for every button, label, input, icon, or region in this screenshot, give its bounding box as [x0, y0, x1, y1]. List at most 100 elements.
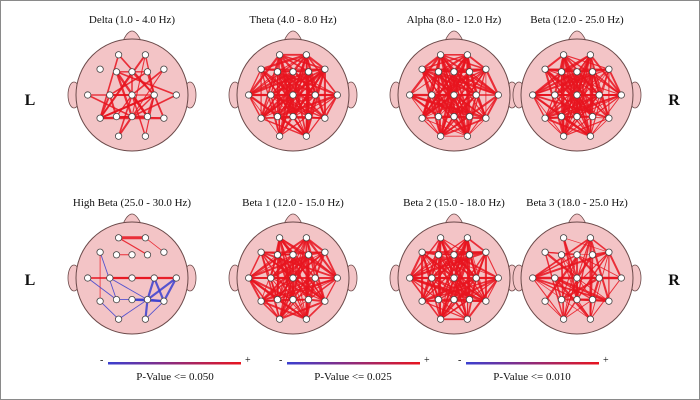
positive-connection — [453, 94, 471, 118]
positive-connection — [563, 299, 593, 320]
positive-connection — [532, 277, 565, 320]
positive-connection — [421, 94, 433, 120]
positive-connection — [576, 68, 610, 96]
positive-connection — [324, 277, 338, 302]
electrode — [529, 91, 537, 99]
electrode — [333, 91, 341, 99]
electrode — [245, 274, 253, 282]
positive-connection — [292, 94, 309, 118]
electrode — [450, 295, 458, 304]
electrode — [436, 132, 445, 140]
positive-connection — [466, 53, 487, 71]
positive-connection — [554, 94, 592, 137]
electrode — [463, 51, 471, 59]
electrode — [573, 295, 581, 304]
head-map-1: Delta (1.0 - 4.0 Hz) — [67, 14, 197, 152]
positive-connection — [437, 298, 469, 320]
positive-connection — [144, 237, 165, 253]
positive-connection — [408, 93, 487, 120]
positive-connection — [421, 68, 477, 96]
electrode — [257, 248, 265, 256]
positive-connection — [146, 70, 156, 97]
positive-connection — [421, 117, 442, 137]
left-label-row2: L — [24, 272, 36, 289]
positive-connection — [563, 94, 578, 137]
positive-connection — [276, 253, 295, 280]
electrode — [605, 297, 613, 305]
legend-2-minus: - — [279, 355, 283, 366]
positive-connection — [532, 68, 610, 96]
electrode — [573, 251, 581, 259]
electrode — [465, 251, 474, 259]
electrode — [128, 251, 136, 259]
electrode — [551, 91, 559, 99]
positive-connection — [485, 251, 499, 279]
positive-connection — [421, 276, 478, 303]
positive-connection — [531, 70, 579, 97]
negative-connection — [99, 300, 120, 320]
electrode — [115, 315, 123, 323]
positive-connection — [292, 94, 326, 119]
panel-title: Theta (4.0 - 8.0 Hz) — [249, 14, 337, 26]
electrode — [617, 91, 625, 99]
positive-connection — [421, 117, 468, 137]
positive-connection — [440, 94, 455, 137]
electrode — [333, 274, 341, 282]
positive-connection — [305, 53, 326, 71]
electrode — [141, 51, 149, 59]
positive-connection — [421, 300, 468, 320]
positive-connection — [440, 299, 455, 320]
electrode — [494, 274, 502, 282]
electrode — [588, 113, 597, 121]
electrode — [418, 248, 426, 256]
legend-1-plus: + — [245, 355, 251, 366]
electrode — [418, 114, 426, 122]
positive-connection — [269, 68, 326, 96]
electrode — [304, 251, 313, 259]
positive-connection — [292, 277, 338, 301]
electrode — [141, 234, 149, 242]
positive-connection — [276, 93, 339, 118]
positive-connection — [270, 277, 307, 320]
head-map-7: Beta 2 (15.0 - 18.0 Hz) — [389, 197, 519, 335]
positive-connection — [560, 251, 610, 301]
negative-connection — [162, 276, 178, 303]
legend-2-plus: + — [424, 355, 430, 366]
electrode — [289, 251, 297, 259]
positive-connection — [484, 68, 500, 97]
electrode — [143, 251, 152, 259]
electrode — [273, 113, 282, 121]
positive-connection — [291, 115, 308, 138]
positive-connection — [131, 54, 146, 118]
electrode — [115, 51, 123, 59]
positive-connection — [408, 251, 487, 280]
electrode — [160, 65, 168, 73]
positive-connection — [292, 298, 308, 321]
negative-connection — [118, 299, 148, 320]
positive-connection — [484, 94, 500, 120]
electrode — [267, 91, 275, 99]
positive-connection — [553, 70, 594, 97]
positive-connection — [260, 94, 316, 119]
electrode — [463, 315, 471, 323]
electrode — [275, 51, 284, 59]
positive-connection — [466, 94, 499, 137]
electrode — [311, 91, 319, 99]
positive-connection — [553, 276, 611, 303]
electrode — [434, 251, 443, 259]
positive-connection — [409, 254, 439, 279]
positive-connection — [115, 94, 133, 118]
positive-connection — [531, 277, 610, 303]
electrode — [529, 274, 537, 282]
positive-connection — [278, 298, 294, 320]
electrode — [573, 68, 581, 76]
positive-connection — [544, 251, 565, 320]
electrode — [245, 91, 253, 99]
positive-connection — [437, 277, 477, 301]
positive-connection — [247, 70, 310, 97]
legend-3-label: P-Value <= 0.010 — [493, 371, 571, 383]
electrode — [275, 315, 284, 323]
electrode — [84, 274, 92, 282]
positive-connection — [108, 94, 118, 118]
electrode — [106, 91, 114, 99]
